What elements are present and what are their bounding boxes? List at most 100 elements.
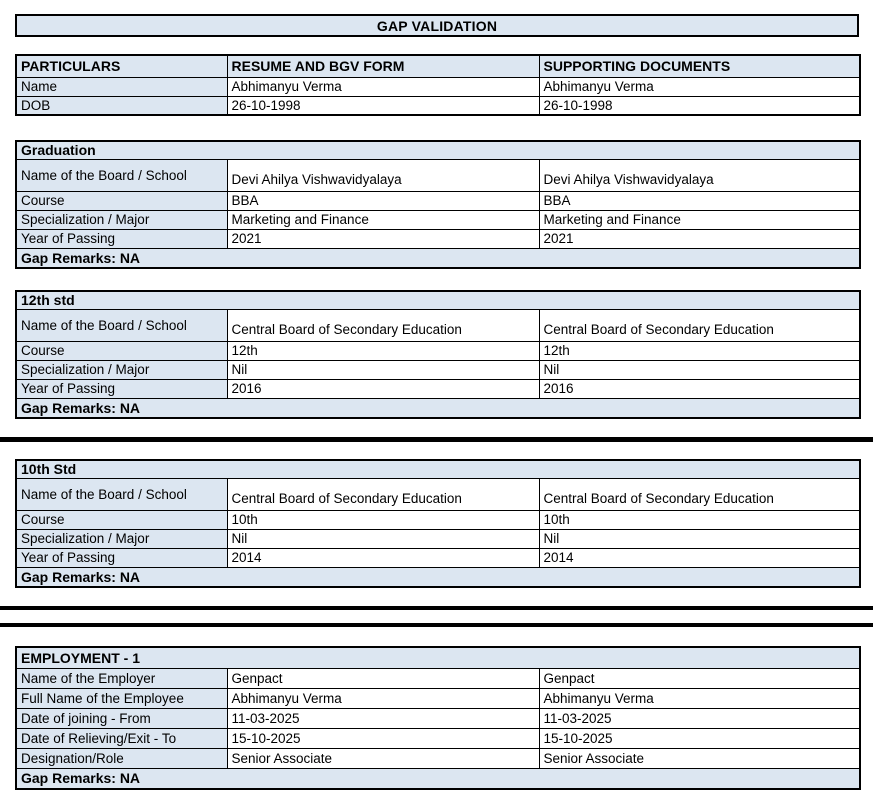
gap-remarks-row: Gap Remarks: NA bbox=[15, 767, 861, 790]
col-header-resume-bgv-form: RESUME AND BGV FORM bbox=[226, 54, 540, 78]
row-label: Year of Passing bbox=[15, 228, 228, 249]
supporting-value: 26-10-1998 bbox=[538, 95, 861, 116]
supporting-value: Nil bbox=[538, 528, 861, 549]
table-row: Year of Passing 2014 2014 bbox=[15, 547, 861, 568]
resume-value: 12th bbox=[226, 340, 540, 361]
table-row: Course 10th 10th bbox=[15, 509, 861, 530]
table-row: Year of Passing 2021 2021 bbox=[15, 228, 861, 249]
table-header-row: PARTICULARS RESUME AND BGV FORM SUPPORTI… bbox=[15, 54, 861, 78]
section-title-row: 10th Std bbox=[15, 459, 861, 479]
section-table-10th-std: 10th Std Name of the Board / School Centra… bbox=[15, 459, 862, 588]
table-row: Name Abhimanyu Verma Abhimanyu Verma bbox=[15, 76, 861, 97]
resume-value: Devi Ahilya Vishwavidyalaya bbox=[226, 158, 540, 192]
row-label: Year of Passing bbox=[15, 378, 228, 399]
gap-remarks-row: Gap Remarks: NA bbox=[15, 397, 861, 419]
table-row: Name of the Board / School Devi Ahilya Vi… bbox=[15, 158, 861, 192]
col-header-supporting-documents: SUPPORTING DOCUMENTS bbox=[538, 54, 861, 78]
row-label: Date of joining - From bbox=[15, 707, 228, 729]
table-row: DOB 26-10-1998 26-10-1998 bbox=[15, 95, 861, 116]
section-title: 10th Std bbox=[15, 459, 861, 479]
table-row: Name of the Board / School Central Board … bbox=[15, 477, 861, 511]
gap-remarks-row: Gap Remarks: NA bbox=[15, 566, 861, 588]
row-label: Course bbox=[15, 509, 228, 530]
section-title-row: Graduation bbox=[15, 140, 861, 160]
resume-value: 26-10-1998 bbox=[226, 95, 540, 116]
gap-remarks: Gap Remarks: NA bbox=[15, 566, 861, 588]
supporting-value: BBA bbox=[538, 190, 861, 211]
table-row: Specialization / Major Marketing and Fina… bbox=[15, 209, 861, 230]
table-row: Year of Passing 2016 2016 bbox=[15, 378, 861, 399]
row-label: Course bbox=[15, 340, 228, 361]
row-label: Designation/Role bbox=[15, 747, 228, 769]
resume-value: Nil bbox=[226, 528, 540, 549]
supporting-value: Genpact bbox=[538, 667, 861, 689]
separator-bar bbox=[0, 606, 873, 610]
supporting-value: Senior Associate bbox=[538, 747, 861, 769]
gap-validation-sheet: GAP VALIDATION PARTICULARS RESUME AND BG… bbox=[0, 14, 873, 790]
resume-value: Abhimanyu Verma bbox=[226, 76, 540, 97]
section-title: EMPLOYMENT - 1 bbox=[15, 646, 861, 669]
supporting-value: 12th bbox=[538, 340, 861, 361]
section-title: 12th std bbox=[15, 290, 861, 310]
supporting-value: 2016 bbox=[538, 378, 861, 399]
resume-value: Central Board of Secondary Education bbox=[226, 477, 540, 511]
table-row: Specialization / Major Nil Nil bbox=[15, 359, 861, 380]
resume-value: BBA bbox=[226, 190, 540, 211]
section-mount-10th-std: 10th Std Name of the Board / School Centra… bbox=[0, 459, 873, 588]
gap-remarks: Gap Remarks: NA bbox=[15, 247, 861, 269]
row-label: Name of the Board / School bbox=[15, 308, 228, 342]
resume-value: Genpact bbox=[226, 667, 540, 689]
table-row: Date of Relieving/Exit - To 15-10-2025 15-… bbox=[15, 727, 861, 749]
row-label: Specialization / Major bbox=[15, 209, 228, 230]
section-mount-employment-1: EMPLOYMENT - 1 Name of the Employer Genpac… bbox=[0, 646, 873, 790]
gap-remarks-row: Gap Remarks: NA bbox=[15, 247, 861, 269]
supporting-value: Central Board of Secondary Education bbox=[538, 477, 861, 511]
supporting-value: 10th bbox=[538, 509, 861, 530]
section-mount-12th-std: 12th std Name of the Board / School Centra… bbox=[0, 290, 873, 419]
resume-value: Senior Associate bbox=[226, 747, 540, 769]
table-row: Full Name of the Employee Abhimanyu Verma… bbox=[15, 687, 861, 709]
col-header-particulars: PARTICULARS bbox=[15, 54, 228, 78]
particulars-table: PARTICULARS RESUME AND BGV FORM SUPPORTI… bbox=[15, 54, 861, 116]
row-label: Name of the Employer bbox=[15, 667, 228, 689]
row-label: Name of the Board / School bbox=[15, 158, 228, 192]
supporting-value: Abhimanyu Verma bbox=[538, 687, 861, 709]
resume-value: 11-03-2025 bbox=[226, 707, 540, 729]
row-label: Name of the Board / School bbox=[15, 477, 228, 511]
resume-value: 2014 bbox=[226, 547, 540, 568]
row-label: Course bbox=[15, 190, 228, 211]
resume-value: Nil bbox=[226, 359, 540, 380]
section-title-row: EMPLOYMENT - 1 bbox=[15, 646, 861, 669]
row-label: Specialization / Major bbox=[15, 359, 228, 380]
row-label: Date of Relieving/Exit - To bbox=[15, 727, 228, 749]
resume-value: Central Board of Secondary Education bbox=[226, 308, 540, 342]
table-row: Designation/Role Senior Associate Senior A… bbox=[15, 747, 861, 769]
table-row: Course BBA BBA bbox=[15, 190, 861, 211]
section-table-employment-1: EMPLOYMENT - 1 Name of the Employer Genpac… bbox=[15, 646, 862, 790]
section-table-12th-std: 12th std Name of the Board / School Centra… bbox=[15, 290, 862, 419]
row-label: Year of Passing bbox=[15, 547, 228, 568]
resume-value: Marketing and Finance bbox=[226, 209, 540, 230]
resume-value: 2021 bbox=[226, 228, 540, 249]
supporting-value: 15-10-2025 bbox=[538, 727, 861, 749]
supporting-value: Nil bbox=[538, 359, 861, 380]
separator-bar bbox=[0, 623, 873, 627]
resume-value: 15-10-2025 bbox=[226, 727, 540, 749]
row-label: Full Name of the Employee bbox=[15, 687, 228, 709]
separator-bar bbox=[0, 437, 873, 442]
table-row: Name of the Board / School Central Board … bbox=[15, 308, 861, 342]
page-title: GAP VALIDATION bbox=[15, 14, 859, 37]
table-row: Specialization / Major Nil Nil bbox=[15, 528, 861, 549]
table-row: Date of joining - From 11-03-2025 11-03-20… bbox=[15, 707, 861, 729]
table-row: Name of the Employer Genpact Genpact bbox=[15, 667, 861, 689]
supporting-value: 11-03-2025 bbox=[538, 707, 861, 729]
gap-remarks: Gap Remarks: NA bbox=[15, 767, 861, 790]
section-table-graduation: Graduation Name of the Board / School Devi… bbox=[15, 140, 862, 269]
resume-value: 10th bbox=[226, 509, 540, 530]
section-title-row: 12th std bbox=[15, 290, 861, 310]
gap-remarks: Gap Remarks: NA bbox=[15, 397, 861, 419]
supporting-value: Marketing and Finance bbox=[538, 209, 861, 230]
supporting-value: Abhimanyu Verma bbox=[538, 76, 861, 97]
resume-value: Abhimanyu Verma bbox=[226, 687, 540, 709]
row-label: Name bbox=[15, 76, 228, 97]
